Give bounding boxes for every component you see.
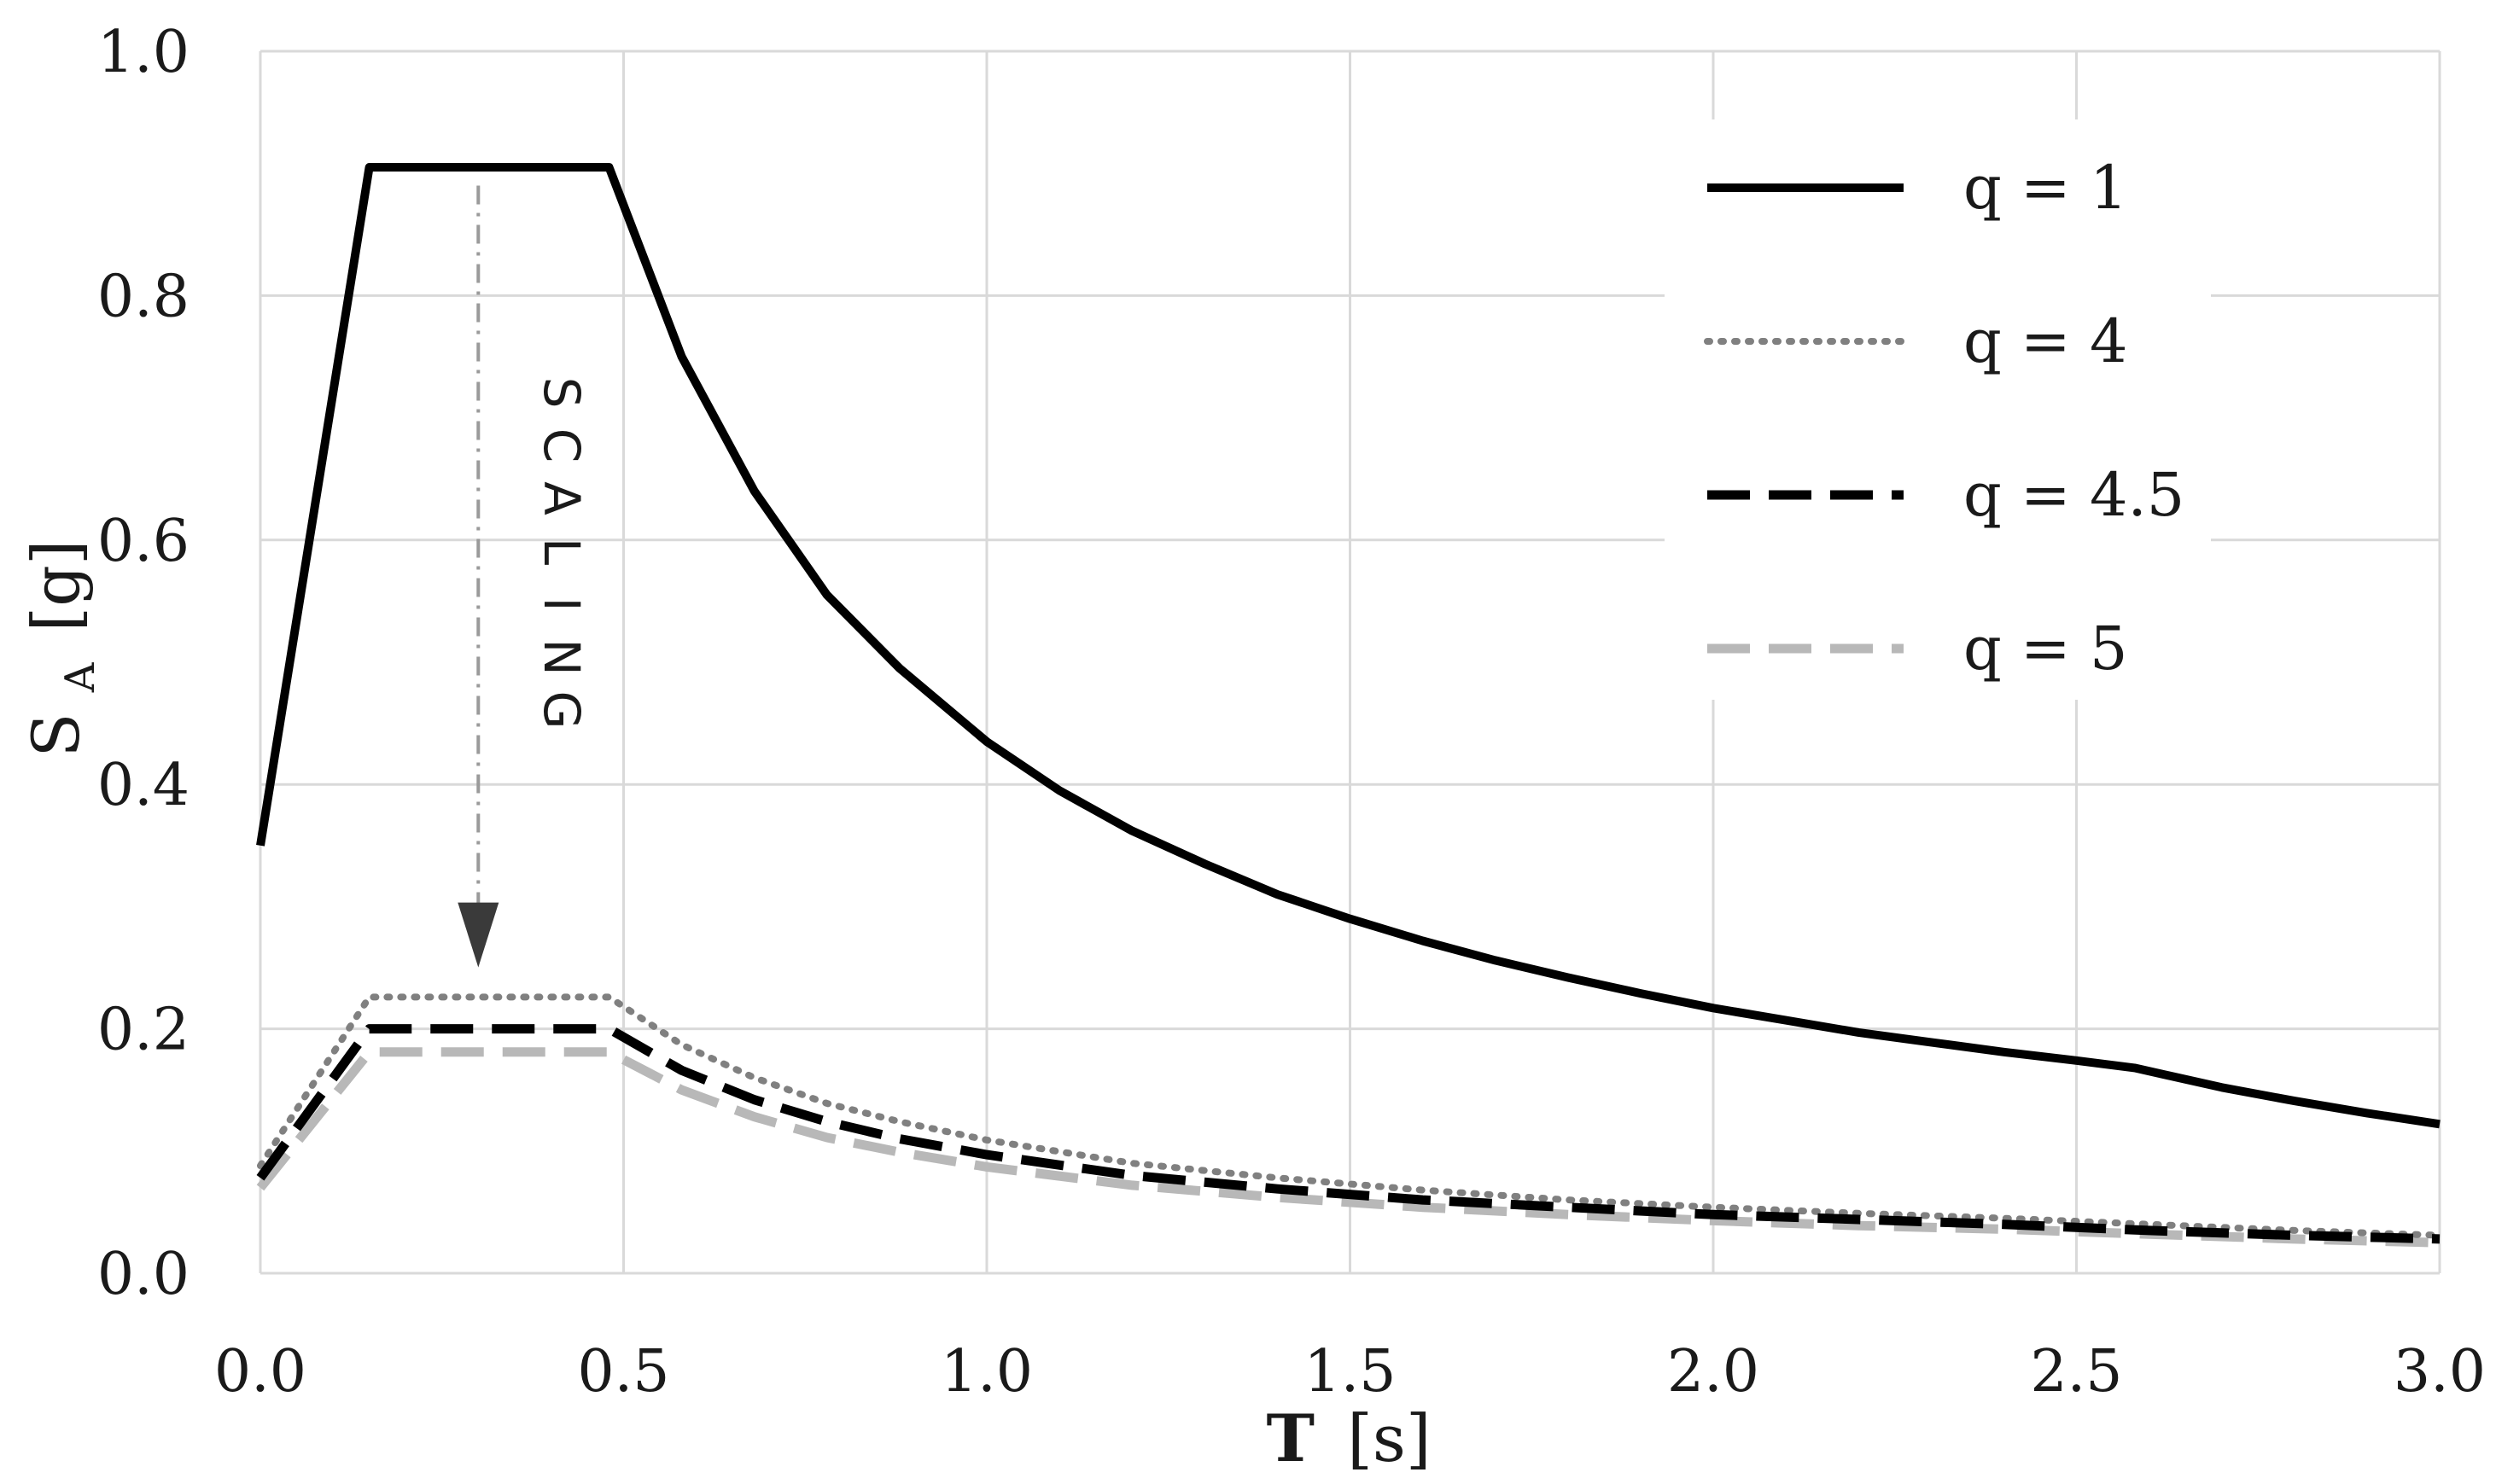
scaling-letter: L — [533, 538, 591, 565]
y-axis-title-sub: A — [56, 661, 104, 693]
y-axis-title: S A [g] — [18, 539, 109, 757]
y-tick-label: 0.2 — [97, 997, 190, 1064]
scaling-letter: G — [533, 691, 591, 730]
legend: q = 1 q = 4 q = 4.5 q = 5 — [1665, 119, 2211, 700]
legend-label: q = 1 — [1963, 153, 2128, 223]
legend-background — [1665, 119, 2211, 700]
x-tick-label: 3.0 — [2394, 1338, 2486, 1405]
legend-label: q = 4.5 — [1963, 460, 2184, 530]
scaling-letter: N — [533, 638, 591, 675]
x-tick-label: 2.5 — [2030, 1338, 2122, 1405]
y-tick-label: 0.8 — [97, 263, 190, 330]
x-axis-title-main: T — [1266, 1400, 1315, 1476]
y-axis-title-main: S — [18, 713, 94, 757]
scaling-letter: I — [533, 597, 591, 611]
x-tick-label: 2.0 — [1667, 1338, 1759, 1405]
x-tick-label: 0.0 — [214, 1338, 306, 1405]
y-tick-label: 0.6 — [97, 508, 190, 575]
x-tick-label: 1.5 — [1303, 1338, 1396, 1405]
x-axis-title: T [s] — [1266, 1400, 1431, 1476]
y-tick-label: 0.4 — [97, 752, 190, 819]
x-tick-label: 0.5 — [577, 1338, 669, 1405]
series-line-2 — [257, 993, 2443, 1239]
y-axis-title-unit: [g] — [18, 539, 94, 631]
series-line-1 — [256, 163, 2441, 1129]
y-tick-label: 1.0 — [97, 19, 190, 86]
series-lines — [256, 163, 2443, 1248]
legend-label: q = 4 — [1963, 306, 2128, 376]
x-axis-title-unit: [s] — [1347, 1400, 1431, 1476]
legend-label: q = 5 — [1963, 614, 2128, 684]
tick-labels: 0.0 0.5 1.0 1.5 2.0 2.5 3.0 0.0 0.2 0.4 0.6 0.8 1.0 — [97, 19, 2486, 1405]
series-line-3 — [256, 1024, 2441, 1244]
scaling-letter: A — [533, 481, 591, 515]
scaling-arrow-head — [458, 902, 499, 968]
y-tick-label: 0.0 — [97, 1241, 190, 1308]
x-tick-label: 1.0 — [941, 1338, 1033, 1405]
scaling-letter: C — [533, 428, 591, 463]
scaling-letter: S — [533, 377, 591, 409]
